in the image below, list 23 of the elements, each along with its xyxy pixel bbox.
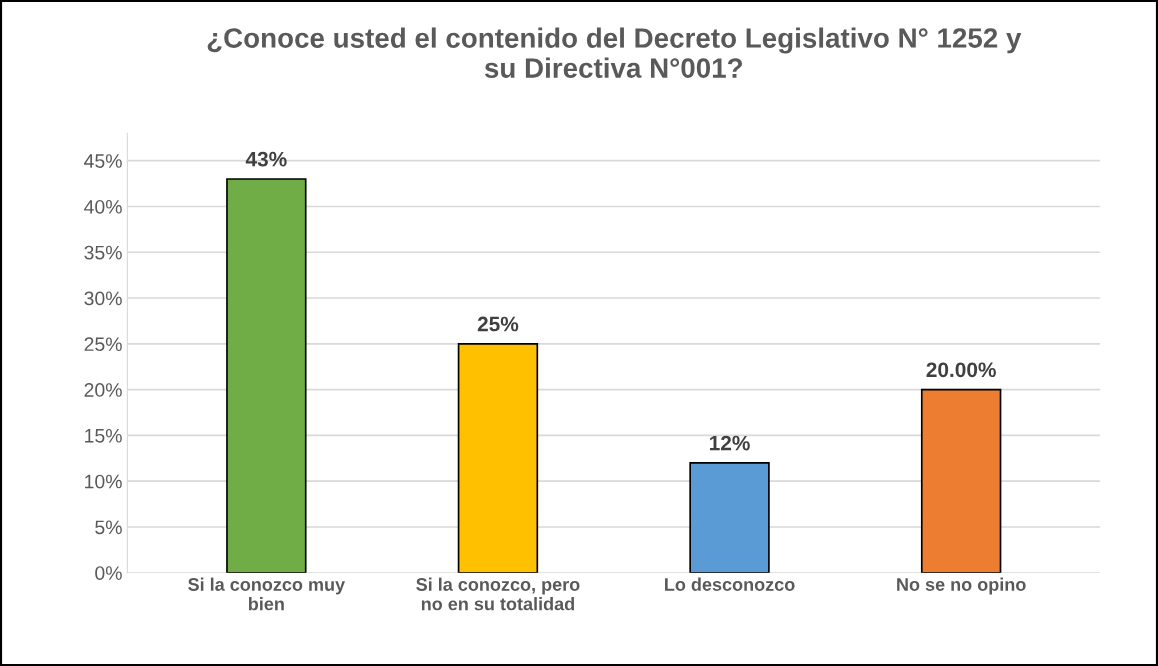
y-tick-label: 5% <box>95 520 122 535</box>
y-tick-label: 15% <box>85 428 122 443</box>
x-tick-label: Si la conozco, pero no en su totalidad <box>416 577 580 611</box>
x-tick-label: No se no opino <box>897 577 1026 595</box>
data-label: 20.00% <box>926 362 996 378</box>
bar <box>920 388 1002 573</box>
data-label: 43% <box>245 151 287 167</box>
data-label: 12% <box>710 435 750 451</box>
y-tick-label: 40% <box>84 199 122 214</box>
bar <box>226 178 307 573</box>
x-tick-label: Lo desconozco <box>665 577 795 591</box>
y-tick-label: 35% <box>84 245 122 260</box>
y-tick-label: 10% <box>85 474 122 489</box>
data-label: 25% <box>477 316 519 332</box>
chart-title: ¿Conoce usted el contenido del Decreto Legislativo N° 1252 y su Directiva N°001? <box>207 27 1022 78</box>
y-tick-label: 20% <box>84 383 122 397</box>
x-tick-label: Si la conozco muy bien <box>188 577 346 611</box>
y-tick-label: 30% <box>84 291 122 306</box>
bar <box>457 342 539 573</box>
y-tick-label: 25% <box>84 337 122 352</box>
y-tick-label: 45% <box>84 154 122 168</box>
bar <box>689 462 770 573</box>
y-tick-label: 0% <box>95 566 122 580</box>
